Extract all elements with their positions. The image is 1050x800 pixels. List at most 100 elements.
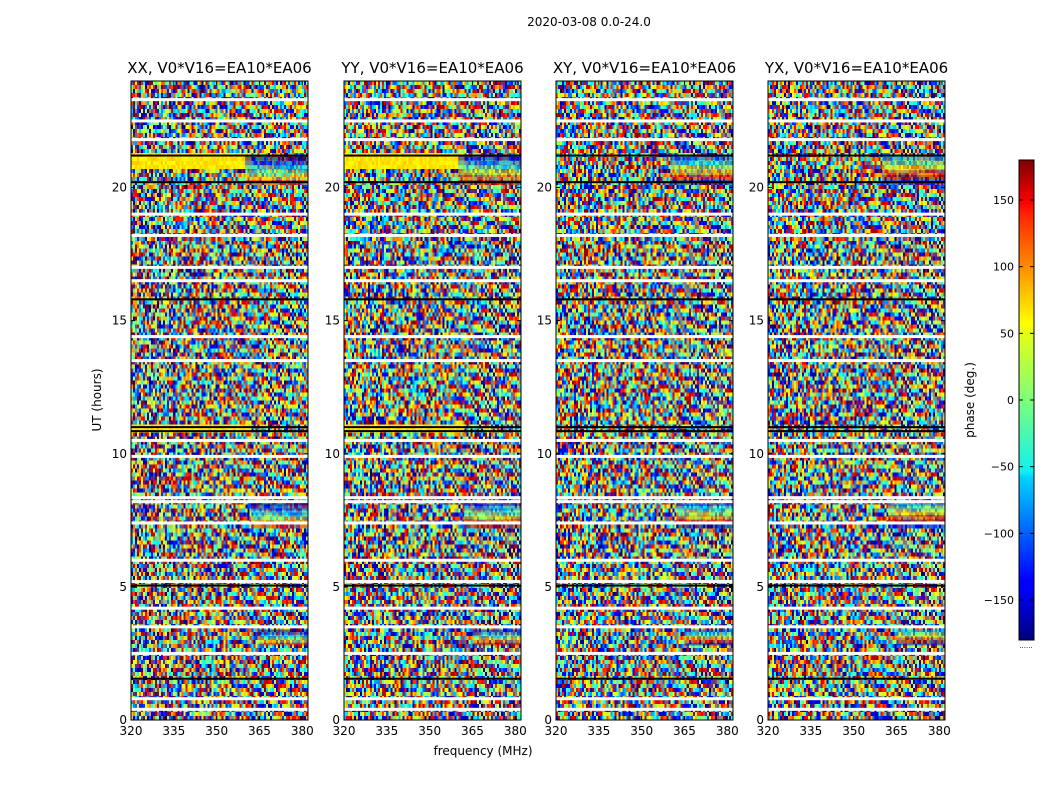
flagged-row [768,707,945,711]
fringe-band [250,514,308,520]
flagged-row [344,521,521,525]
panels: XX, V0*V16=EA10*EA06 320 335 350 365 380 0 5 10 1… [112,59,951,738]
fringe-band [458,165,521,171]
flagged-row [768,625,945,629]
flagged-row-dark [344,181,521,184]
y-tick-label: 0 [119,713,127,727]
y-tick-label: 15 [112,314,127,328]
flagged-row [556,119,733,123]
flagged-row [131,265,308,269]
fringe-band [458,170,521,176]
flagged-row [768,265,945,269]
flagged-row [344,359,521,363]
fringe-band [675,506,733,511]
flagged-row [131,496,308,500]
fringe-band [896,629,945,633]
x-tick-label: 350 [630,724,653,738]
x-tick-label: 380 [291,724,314,738]
phase-heatmap [344,81,521,720]
fringe-band [259,629,308,633]
colorbar-tick-label: −150 [984,594,1014,607]
colorbar-tick-label: 100 [993,261,1014,274]
x-tick-label: 365 [673,724,696,738]
y-tick-label: 0 [544,713,552,727]
fringe-band [887,510,945,515]
y-tick-label: 20 [112,181,127,195]
flagged-row [556,606,733,610]
panel-frame [767,80,946,721]
flagged-row [556,265,733,269]
fringe-band [684,629,733,633]
colorbar-tick-label: −50 [991,461,1014,474]
colorbar-tick-label: −100 [984,527,1014,540]
flagged-row [768,212,945,216]
flagged-row-dark [131,426,308,429]
y-tick-label: 10 [537,447,552,461]
flagged-row [131,138,308,142]
fringe-band [463,514,521,520]
flagged-row-dark [768,430,945,433]
fringe-band [896,640,945,643]
flagged-row [556,521,733,525]
fringe-band [458,155,521,161]
fringe-band [882,165,945,171]
y-tick-label: 20 [537,181,552,195]
y-tick-label: 15 [537,314,552,328]
fringe-band [245,160,308,166]
flagged-row [131,279,308,283]
flagged-row-dark [131,584,308,587]
panel-frame [130,80,309,721]
flagged-row [556,625,733,629]
fringe-band [250,510,308,515]
panel-xx: XX, V0*V16=EA10*EA06 320 335 350 365 380 0 5 10 1… [112,59,314,738]
flagged-row-dark [556,426,733,429]
flagged-row [344,580,521,584]
flagged-row [344,265,521,269]
flagged-row [768,233,945,237]
fringe-band [670,175,733,180]
panel-title: YX, V0*V16=EA10*EA06 [764,59,948,77]
flagged-row [556,580,733,584]
fringe-band [882,175,945,180]
x-tick-label: 380 [504,724,527,738]
y-tick-label: 10 [749,447,764,461]
flagged-row-dark [556,584,733,587]
flagged-row [344,496,521,500]
fringe-band [896,642,945,646]
panel-title: YY, V0*V16=EA10*EA06 [340,59,523,77]
flagged-row [768,580,945,584]
fringe-band [675,514,733,520]
flagged-row-dark [768,154,945,157]
panel-title: XX, V0*V16=EA10*EA06 [127,59,311,77]
panel-frame [555,80,734,721]
flagged-row [556,212,733,216]
flagged-row [131,580,308,584]
flagged-row [344,707,521,711]
colorbar-label: phase (deg.) [963,362,977,438]
fringe-band [259,634,308,638]
fringe-band [472,632,521,635]
fringe-band [472,637,521,641]
flagged-row-dark [768,298,945,301]
flagged-row [768,521,945,525]
flagged-row-dark [344,584,521,587]
flagged-row [131,651,308,655]
flagged-row [556,438,733,442]
flagged-row [344,438,521,442]
flagged-row [768,359,945,363]
fringe-band [250,523,308,529]
flagged-row [131,697,308,701]
flagged-row-dark [344,430,521,433]
x-tick-label: 320 [757,724,780,738]
fringe-band [472,640,521,643]
x-tick-label: 350 [418,724,441,738]
x-tick-label: 335 [375,724,398,738]
flagged-row [556,233,733,237]
flagged-row-dark [556,181,733,184]
phase-heatmap [131,81,308,720]
fringe-band [458,160,521,166]
fringe-band [245,170,308,176]
flagged-row [768,496,945,500]
flagged-row [131,119,308,123]
y-axis-label: UT (hours) [90,368,104,431]
